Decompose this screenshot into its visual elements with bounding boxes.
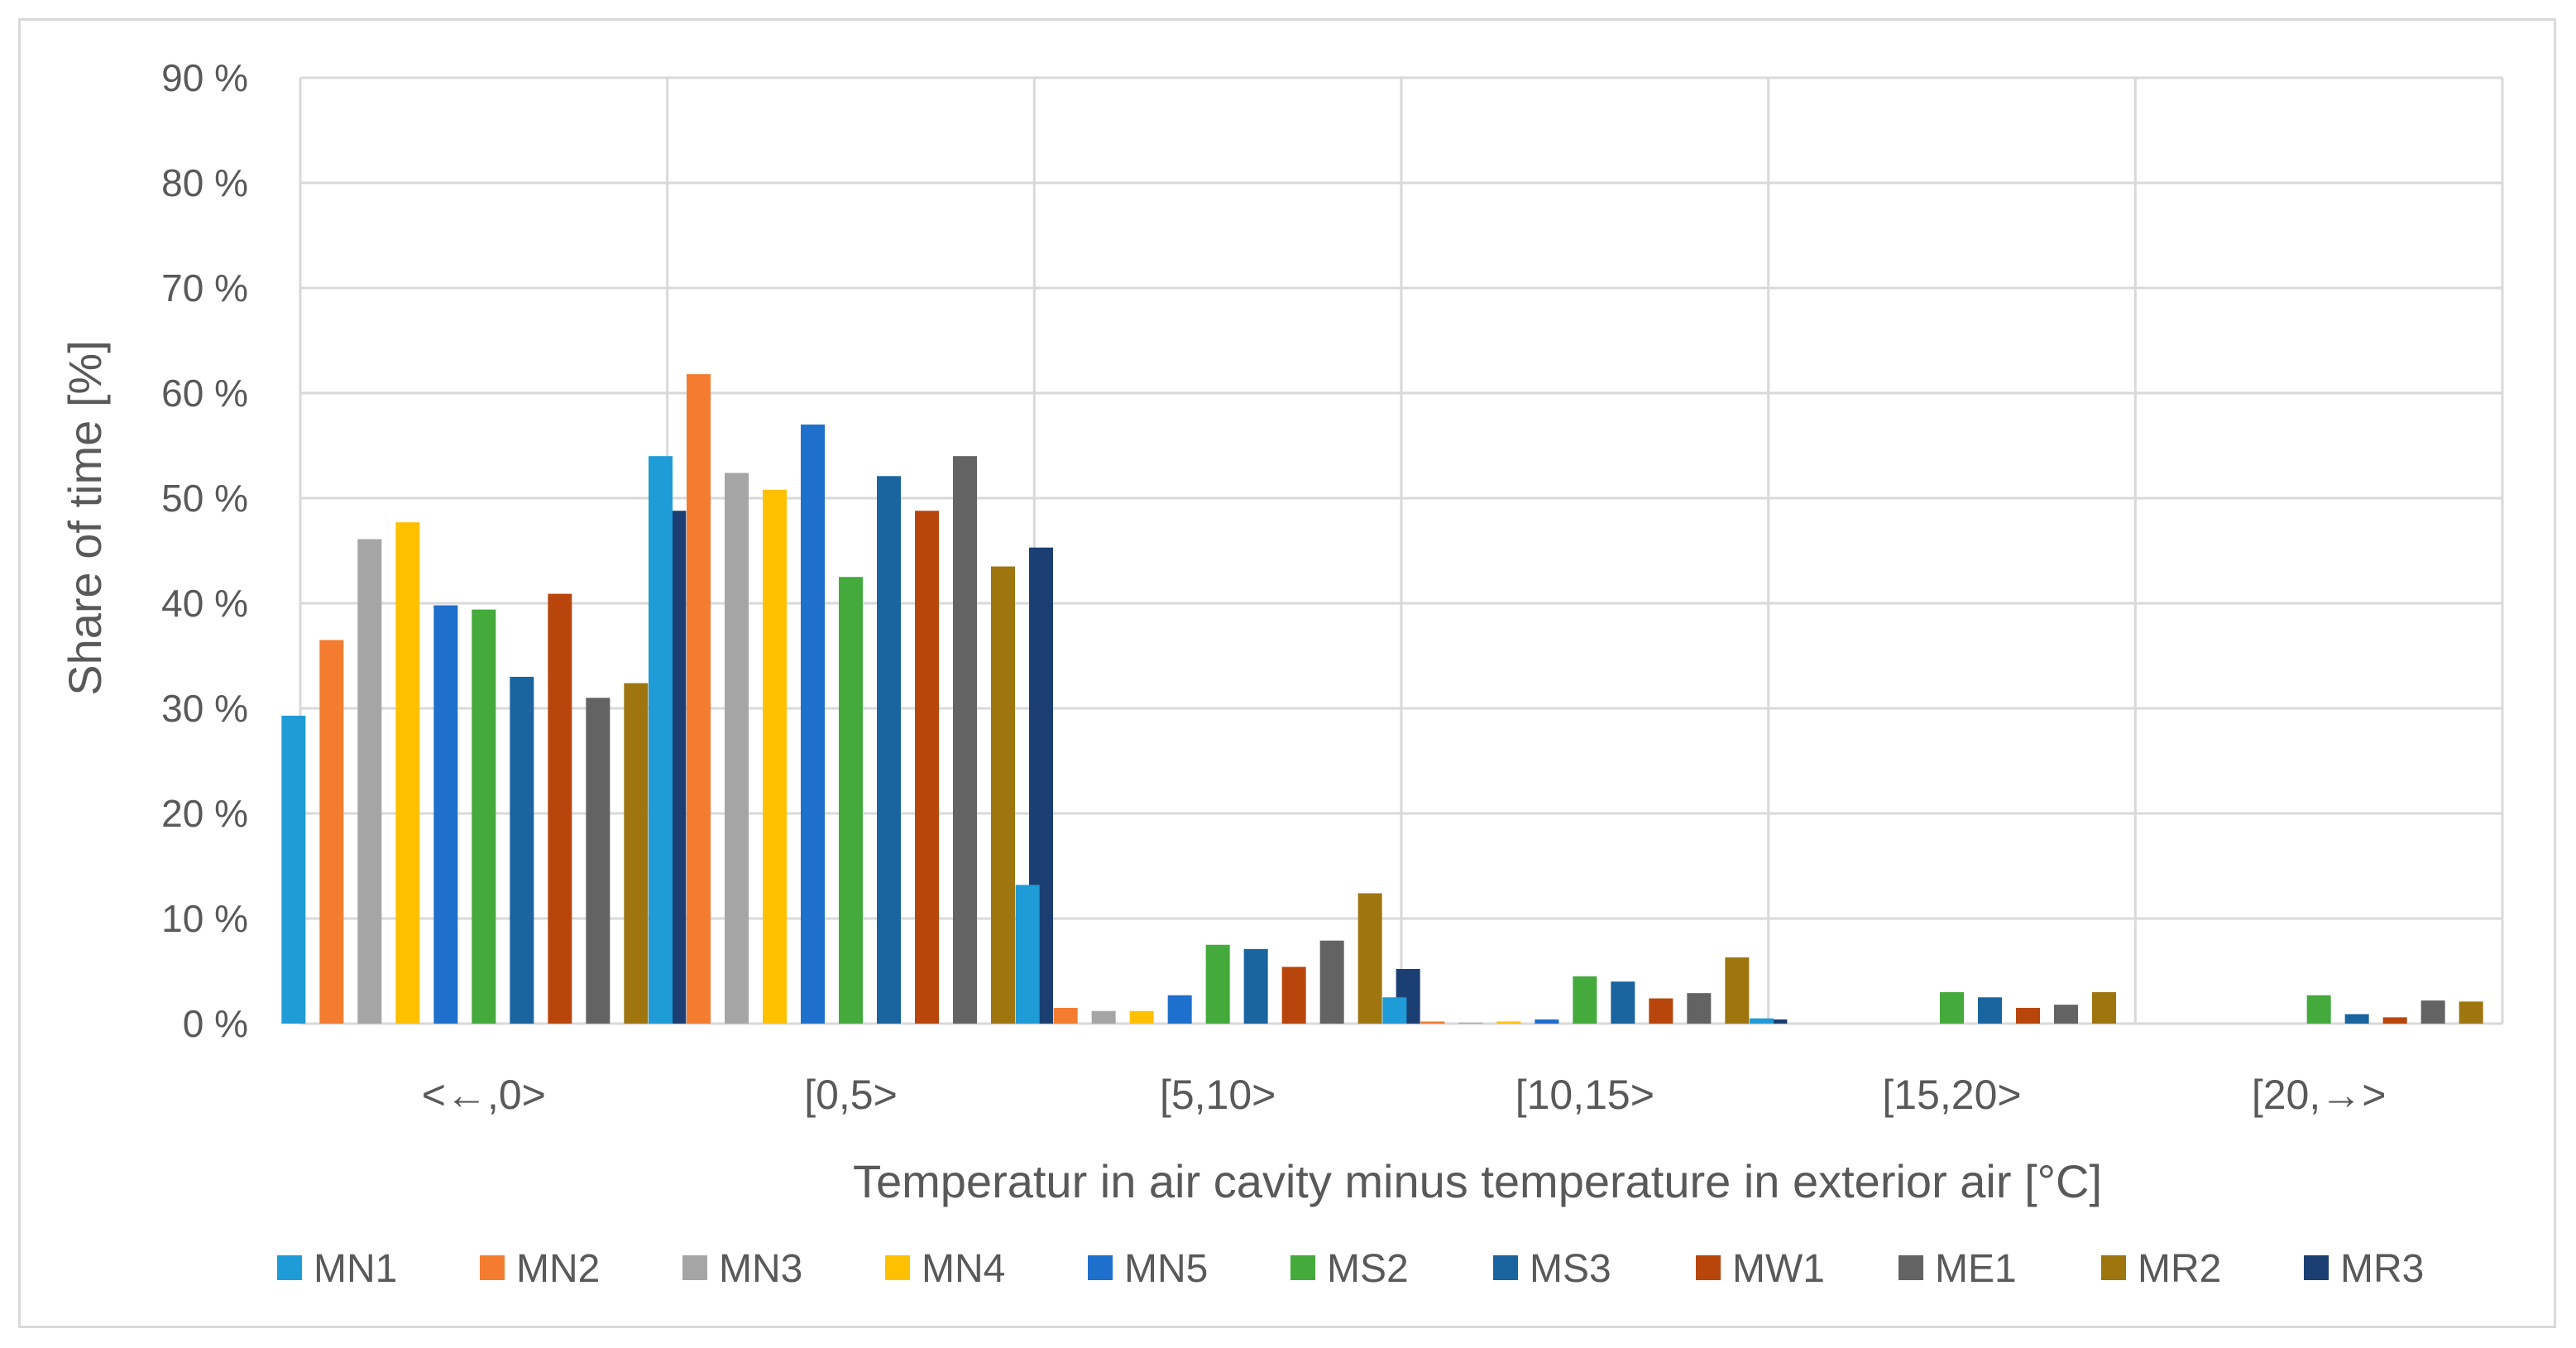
legend-label-mn3: MN3 xyxy=(719,1247,802,1291)
legend-label-mn5: MN5 xyxy=(1124,1247,1208,1291)
y-tick-label: 80 % xyxy=(161,161,248,204)
bar-mw1-5 xyxy=(2382,1017,2407,1024)
bar-me1-2 xyxy=(1319,940,1344,1024)
y-tick-label: 10 % xyxy=(161,897,248,940)
legend-swatch-me1 xyxy=(1898,1255,1923,1280)
y-tick-label: 30 % xyxy=(161,687,248,730)
x-tick-label: [5,10> xyxy=(1160,1072,1276,1118)
bar-ms2-3 xyxy=(1573,976,1597,1024)
y-tick-label: 0 % xyxy=(183,1002,248,1045)
bar-mn1-2 xyxy=(1015,885,1040,1024)
legend-swatch-mn3 xyxy=(682,1255,707,1280)
y-tick-labels: 0 % 10 % 20 % 30 % 40 % 50 % 60 % 70 % 80 % 90 % xyxy=(161,56,248,1045)
bar-me1-1 xyxy=(953,456,977,1024)
bar-mn5-1 xyxy=(801,425,825,1024)
bar-mw1-3 xyxy=(1649,998,1673,1024)
legend-label-ms3: MS3 xyxy=(1530,1247,1611,1291)
bar-me1-0 xyxy=(586,698,610,1024)
bar-me1-4 xyxy=(2054,1005,2078,1024)
bar-mn5-0 xyxy=(433,605,458,1024)
bar-ms3-2 xyxy=(1243,948,1268,1024)
x-tick-label: <←,0> xyxy=(422,1072,546,1118)
legend-swatch-mr2 xyxy=(2101,1255,2126,1280)
legend-label-mr2: MR2 xyxy=(2138,1247,2221,1291)
bar-mn3-2 xyxy=(1091,1010,1116,1024)
bar-ms2-4 xyxy=(1940,991,1964,1024)
bar-mn2-1 xyxy=(687,374,711,1024)
bar-mw1-0 xyxy=(548,593,572,1024)
bar-mn2-0 xyxy=(319,640,344,1024)
bar-mn4-2 xyxy=(1129,1010,1154,1024)
legend-label-mr3: MR3 xyxy=(2340,1247,2424,1291)
legend-swatch-mw1 xyxy=(1696,1255,1721,1280)
y-axis-title: Share of time [%] xyxy=(59,340,111,696)
bar-mn5-2 xyxy=(1167,995,1192,1024)
x-axis-title: Temperatur in air cavity minus temperatu… xyxy=(853,1155,2102,1207)
legend-swatch-ms2 xyxy=(1290,1255,1315,1280)
legend-label-mn4: MN4 xyxy=(922,1247,1005,1291)
legend-swatch-mr3 xyxy=(2304,1255,2329,1280)
bars xyxy=(281,374,2483,1024)
bar-me1-3 xyxy=(1687,993,1712,1024)
bar-mn3-1 xyxy=(725,473,749,1024)
bar-ms3-4 xyxy=(1978,997,2002,1024)
legend: MN1 MN2 MN3 MN4 MN5 MS2 MS3 MW1 ME1 MR2 MR3 xyxy=(277,1247,2424,1291)
bar-mn1-1 xyxy=(649,456,673,1024)
bar-mr2-1 xyxy=(991,566,1015,1024)
bar-mn3-0 xyxy=(357,539,382,1024)
bar-ms3-3 xyxy=(1611,981,1635,1024)
bar-ms3-1 xyxy=(877,476,901,1024)
legend-swatch-mn1 xyxy=(277,1255,302,1280)
x-tick-label: [10,15> xyxy=(1515,1072,1654,1118)
legend-swatch-mn2 xyxy=(480,1255,505,1280)
bar-mr2-2 xyxy=(1357,893,1382,1024)
bar-mn2-2 xyxy=(1053,1007,1078,1024)
bar-mr2-5 xyxy=(2459,1001,2483,1024)
bar-ms2-5 xyxy=(2306,995,2331,1024)
legend-swatch-mn5 xyxy=(1088,1255,1113,1280)
bar-mw1-1 xyxy=(915,511,939,1024)
y-tick-label: 60 % xyxy=(161,372,248,415)
bar-mr3-3 xyxy=(1763,1019,1788,1024)
bar-mn1-0 xyxy=(281,715,306,1024)
bar-me1-5 xyxy=(2420,1000,2445,1024)
legend-label-me1: ME1 xyxy=(1935,1247,2017,1291)
legend-swatch-ms3 xyxy=(1493,1255,1518,1280)
y-tick-label: 70 % xyxy=(161,266,248,309)
bar-mr2-4 xyxy=(2092,991,2116,1024)
x-tick-label: [20,→> xyxy=(2252,1072,2387,1118)
bar-mw1-4 xyxy=(2016,1007,2040,1024)
bar-ms2-0 xyxy=(472,609,496,1024)
y-tick-label: 50 % xyxy=(161,477,248,520)
bar-ms2-1 xyxy=(839,577,863,1024)
x-tick-label: [0,5> xyxy=(804,1072,898,1118)
bar-mn3-3 xyxy=(1458,1022,1483,1024)
legend-label-mn1: MN1 xyxy=(314,1247,397,1291)
bar-mw1-2 xyxy=(1281,967,1306,1024)
bar-mr2-3 xyxy=(1725,957,1750,1024)
bar-mn4-1 xyxy=(763,489,787,1024)
bar-mr2-0 xyxy=(624,683,649,1024)
bar-ms2-2 xyxy=(1205,944,1230,1024)
legend-swatch-mn4 xyxy=(885,1255,910,1280)
x-tick-labels: <←,0> [0,5> [5,10> [10,15> [15,20> [20,→> xyxy=(422,1072,2387,1118)
bar-mn5-3 xyxy=(1535,1019,1559,1024)
bar-mn4-0 xyxy=(395,522,420,1024)
legend-label-ms2: MS2 xyxy=(1327,1247,1409,1291)
bar-ms3-0 xyxy=(510,676,534,1024)
bar-mn1-3 xyxy=(1382,997,1407,1024)
bar-mn2-3 xyxy=(1420,1021,1445,1024)
legend-label-mn2: MN2 xyxy=(516,1247,600,1291)
y-tick-label: 20 % xyxy=(161,792,248,835)
y-tick-label: 90 % xyxy=(161,56,248,99)
bar-mn4-3 xyxy=(1496,1021,1521,1024)
x-tick-label: [15,20> xyxy=(1882,1072,2021,1118)
legend-label-mw1: MW1 xyxy=(1732,1247,1825,1291)
y-tick-label: 40 % xyxy=(161,582,248,625)
bar-mn1-4 xyxy=(1750,1018,1774,1024)
bar-ms3-5 xyxy=(2344,1014,2369,1024)
